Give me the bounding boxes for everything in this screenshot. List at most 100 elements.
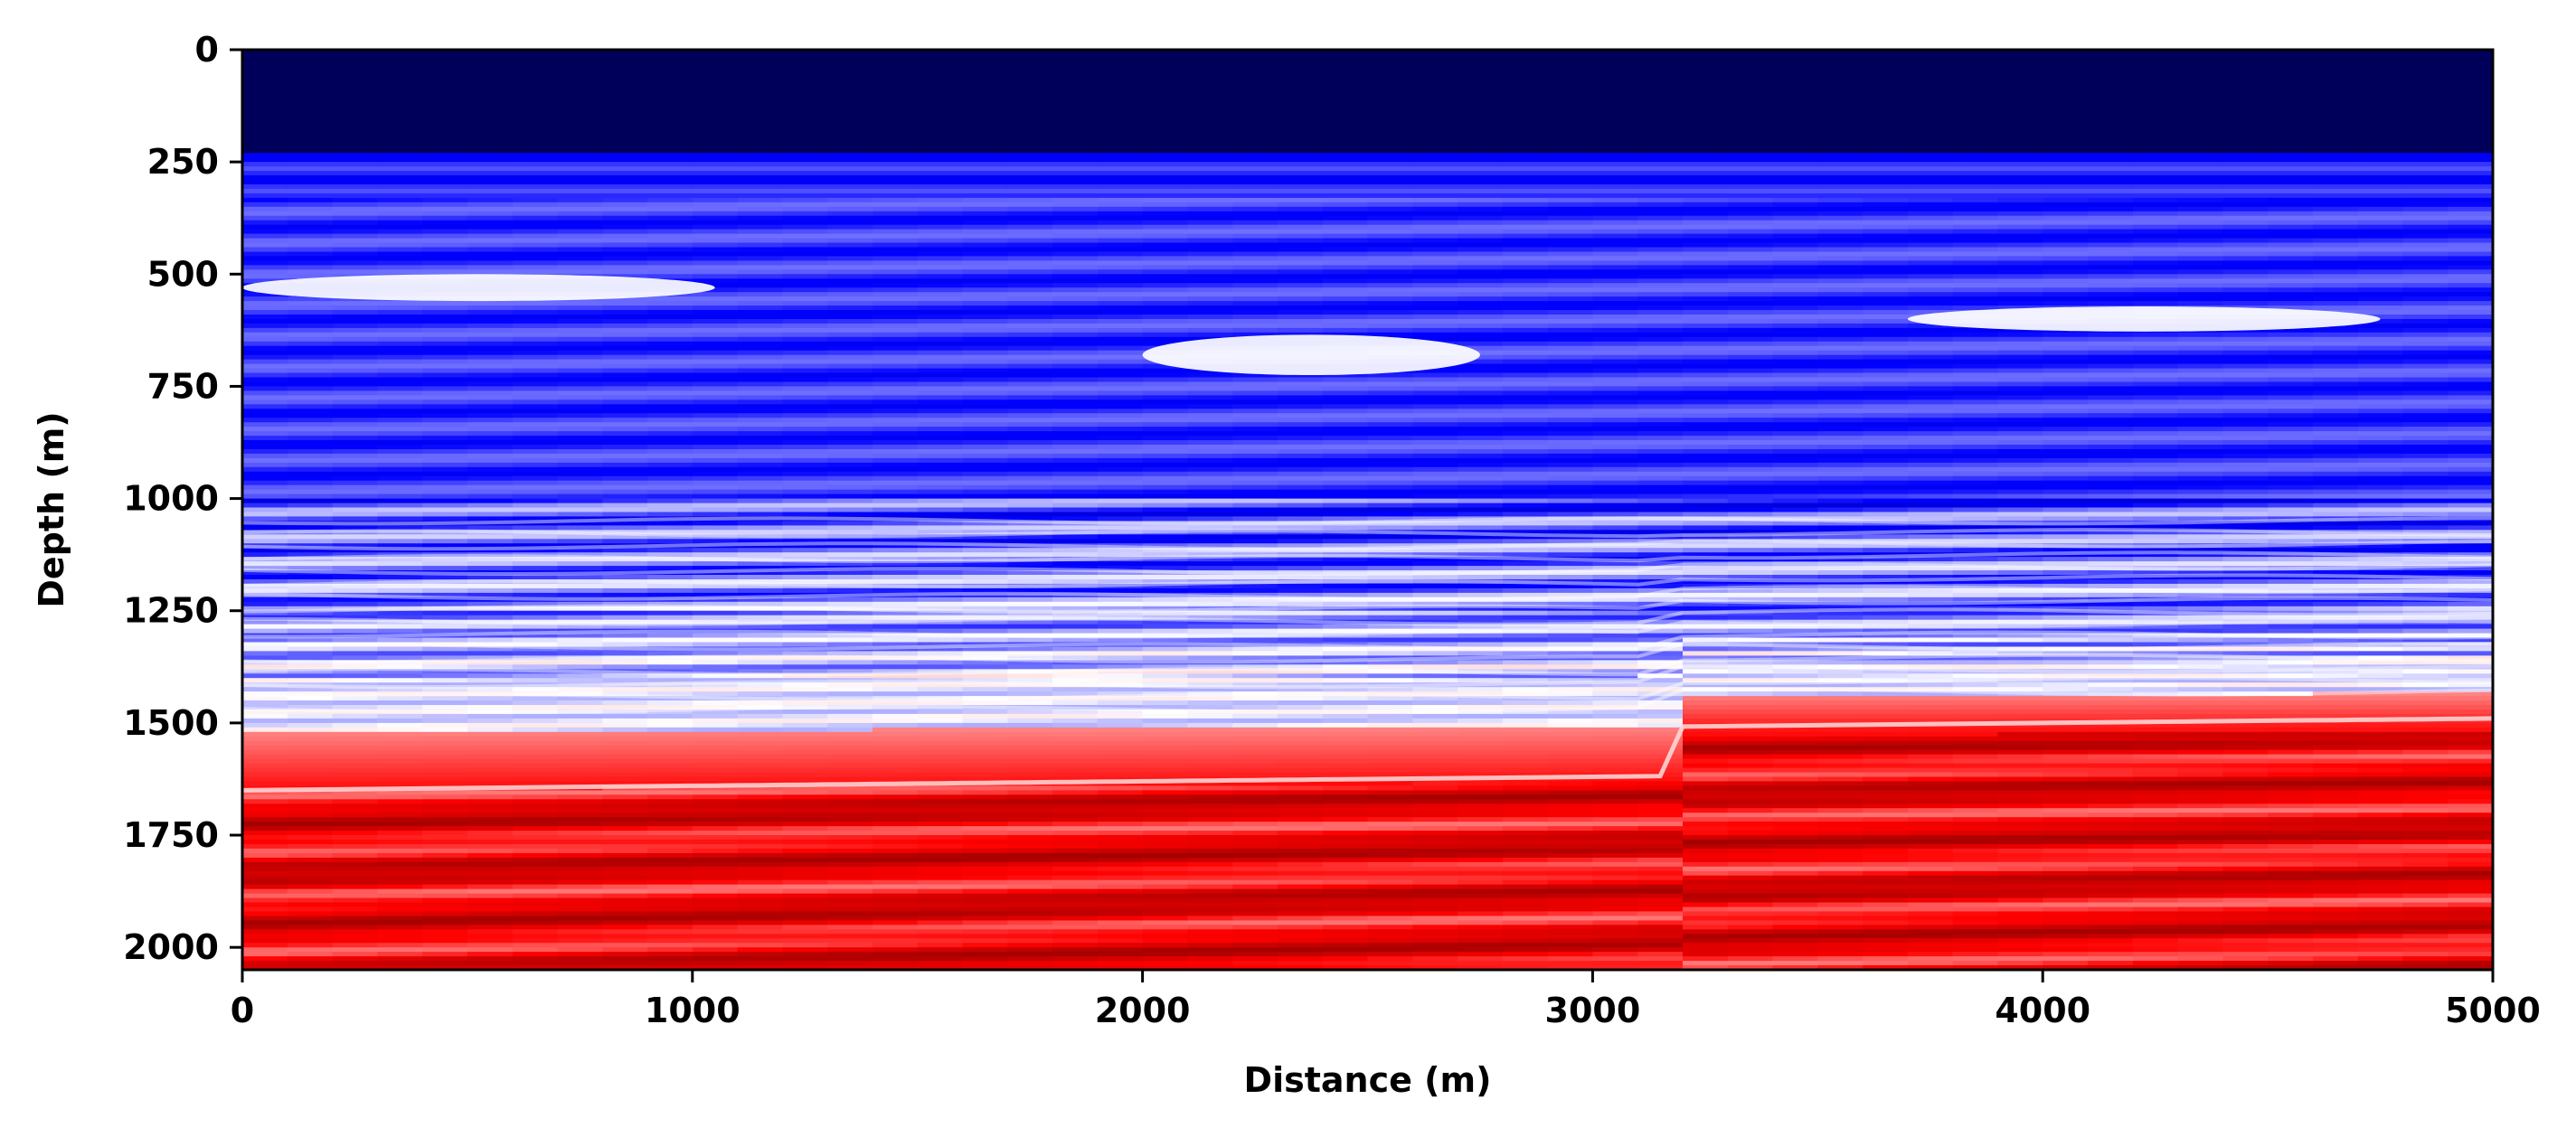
heatmap-cell (737, 233, 784, 240)
heatmap-cell (692, 888, 739, 895)
heatmap-cell (422, 619, 468, 625)
heatmap-cell (1097, 413, 1144, 419)
heatmap-cell (917, 911, 964, 917)
heatmap-cell (467, 386, 514, 392)
heatmap-cell (647, 794, 694, 801)
heatmap-cell (1142, 866, 1189, 872)
heatmap-cell (1007, 58, 1054, 64)
heatmap-cell (782, 54, 829, 60)
heatmap-cell (1277, 722, 1324, 728)
heatmap-cell (377, 700, 424, 706)
heatmap-cell (422, 202, 468, 208)
heatmap-cell (242, 902, 288, 908)
heatmap-cell (872, 175, 919, 181)
heatmap-cell (1097, 947, 1144, 954)
heatmap-cell (332, 731, 379, 738)
heatmap-cell (332, 758, 379, 765)
heatmap-cell (1142, 642, 1189, 648)
heatmap-cell (332, 767, 379, 774)
heatmap-cell (1142, 888, 1189, 895)
heatmap-cell (1007, 749, 1054, 756)
heatmap-cell (1142, 736, 1189, 742)
heatmap-cell (512, 557, 559, 563)
heatmap-cell (1232, 619, 1279, 625)
heatmap-cell (1097, 377, 1144, 383)
heatmap-cell (1142, 80, 1189, 87)
heatmap-cell (782, 341, 829, 347)
heatmap-cell (827, 431, 873, 437)
heatmap-cell (332, 745, 379, 751)
heatmap-cell (1097, 431, 1144, 437)
heatmap-cell (827, 579, 873, 585)
heatmap-cell (557, 776, 604, 783)
heatmap-cell (242, 413, 288, 419)
heatmap-cell (1142, 516, 1189, 522)
heatmap-cell (377, 319, 424, 324)
heatmap-cell (287, 911, 334, 917)
heatmap-cell (512, 341, 559, 347)
heatmap-cell (1052, 395, 1099, 401)
heatmap-cell (332, 943, 379, 949)
heatmap-cell (737, 493, 784, 500)
heatmap-cell (557, 700, 604, 706)
heatmap-cell (377, 377, 424, 383)
heatmap-cell (1277, 952, 1324, 958)
heatmap-cell (1187, 489, 1234, 495)
heatmap-cell (1097, 794, 1144, 801)
heatmap-cell (692, 409, 739, 415)
heatmap-cell (557, 80, 604, 87)
heatmap-cell (692, 664, 739, 671)
heatmap-cell (557, 655, 604, 662)
heatmap-cell (602, 539, 648, 545)
heatmap-cell (242, 99, 288, 105)
heatmap-cell (1097, 269, 1144, 276)
heatmap-cell (1097, 112, 1144, 118)
heatmap-cell (1097, 449, 1144, 455)
heatmap-cell (1052, 242, 1099, 249)
heatmap-cell (782, 597, 829, 603)
heatmap-cell (467, 310, 514, 315)
heatmap-cell (557, 687, 604, 693)
heatmap-cell (647, 112, 694, 118)
heatmap-cell (602, 238, 648, 244)
heatmap-cell (962, 54, 1009, 60)
heatmap-cell (512, 790, 559, 796)
heatmap-cell (782, 202, 829, 208)
heatmap-cell (782, 947, 829, 954)
heatmap-cell (1142, 475, 1189, 482)
heatmap-cell (1322, 103, 1369, 109)
heatmap-cell (557, 94, 604, 100)
heatmap-cell (1052, 413, 1099, 419)
heatmap-cell (287, 233, 334, 240)
heatmap-cell (647, 301, 694, 307)
heatmap-cell (827, 175, 873, 181)
heatmap-cell (557, 587, 604, 594)
heatmap-cell (737, 431, 784, 437)
heatmap-cell (1007, 557, 1054, 563)
heatmap-cell (872, 543, 919, 550)
heatmap-cell (827, 727, 873, 733)
heatmap-cell (872, 758, 919, 765)
heatmap-cell (872, 844, 919, 850)
heatmap-cell (962, 965, 1009, 970)
heatmap-cell (512, 722, 559, 728)
heatmap-cell (287, 857, 334, 863)
heatmap-cell (647, 521, 694, 527)
heatmap-cell (467, 587, 514, 594)
heatmap-cell (917, 327, 964, 334)
heatmap-cell (827, 700, 873, 706)
heatmap-cell (242, 813, 288, 819)
heatmap-cell (827, 130, 873, 136)
heatmap-cell (602, 457, 648, 464)
heatmap-cell (422, 130, 468, 136)
heatmap-cell (737, 817, 784, 823)
heatmap-cell (467, 269, 514, 276)
heatmap-cell (872, 283, 919, 289)
heatmap-cell (962, 713, 1009, 719)
heatmap-cell (1052, 80, 1099, 87)
heatmap-cell (467, 381, 514, 388)
heatmap-cell (1232, 103, 1279, 109)
heatmap-cell (737, 54, 784, 60)
heatmap-cell (872, 790, 919, 796)
heatmap-cell (1277, 808, 1324, 814)
